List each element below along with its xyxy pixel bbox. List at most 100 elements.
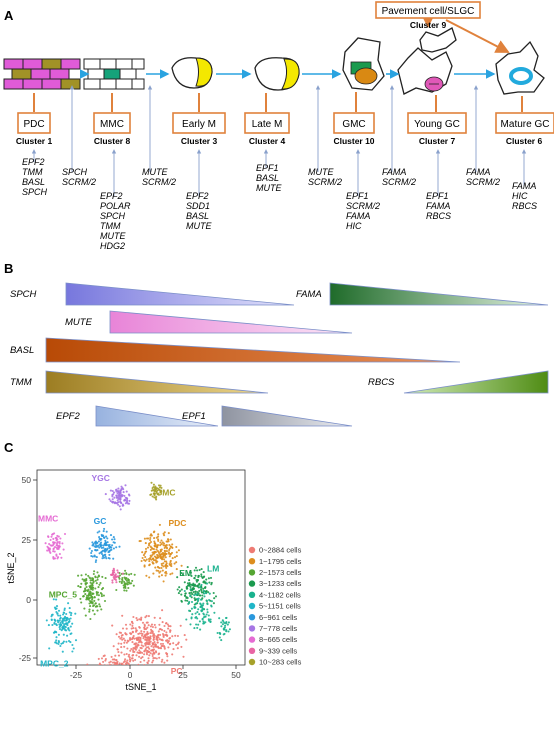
cell-point (90, 673, 92, 675)
cell-point (182, 655, 185, 658)
cell-point (113, 658, 116, 661)
cell-point (90, 549, 93, 553)
cluster-label-late-m: Cluster 4 (249, 136, 286, 146)
cell-point (52, 542, 55, 545)
cell-point (200, 573, 203, 576)
y-axis-label: tSNE_2 (6, 552, 16, 583)
cell-point (174, 634, 177, 637)
gene-label: FAMA (296, 289, 322, 300)
cell-point (85, 579, 88, 582)
cell-point (115, 633, 118, 636)
cell-point (114, 668, 116, 670)
cell-point (84, 614, 87, 617)
cell-point (59, 621, 62, 624)
expression-gradient-bar (95, 405, 219, 427)
cell-point (158, 623, 161, 626)
cell-point (166, 623, 169, 626)
cell-point (98, 603, 101, 606)
cell-point (126, 647, 129, 650)
cell-point (143, 537, 146, 540)
cell-point (142, 554, 145, 557)
cell-point (134, 646, 137, 649)
cell-point (93, 613, 96, 616)
cell-point (93, 570, 96, 573)
cell-point (111, 498, 114, 501)
cell-point (112, 536, 115, 539)
cell-point (111, 664, 114, 665)
cell-point (115, 661, 119, 664)
cell-point (131, 579, 134, 582)
cell-point (225, 622, 228, 625)
cell-point (152, 559, 156, 562)
cell-point (157, 538, 160, 541)
cell-point (99, 541, 103, 544)
gene-label: RBCS (368, 377, 395, 388)
cell-point (91, 577, 95, 580)
cell-point (133, 573, 136, 576)
cell-point (70, 612, 73, 615)
cell-point (158, 656, 161, 659)
cell-point (224, 624, 227, 627)
cell-point (151, 562, 155, 565)
cell-point (199, 586, 202, 589)
cell-point (150, 623, 154, 626)
cell-point (53, 621, 56, 624)
cell-point (139, 539, 142, 543)
expression-gradients: SPCH FAMA MUTE BASL TMM RBCS EPF2 EPF1 (10, 282, 549, 427)
cell-point (59, 617, 62, 620)
cell-point (186, 582, 189, 585)
cell-point (169, 545, 172, 548)
cell-point (170, 565, 173, 568)
cell-point (113, 496, 116, 499)
gene-name: HDG2 (100, 241, 125, 251)
cell-point (61, 650, 64, 653)
cell-point (100, 552, 104, 556)
cell-point (94, 576, 97, 579)
cell-point (163, 554, 167, 557)
cell-point (144, 542, 147, 545)
cell-point (121, 579, 124, 582)
cell-point (208, 592, 211, 595)
cell-point (117, 571, 120, 574)
cell-point (159, 570, 162, 573)
cell-point (104, 577, 107, 580)
cell-point (109, 534, 113, 537)
cell-point (186, 587, 189, 590)
cell-point (152, 548, 155, 551)
cell-point (165, 572, 168, 575)
cell-point (168, 547, 171, 550)
cell-point (98, 530, 101, 533)
cell-point (187, 584, 190, 587)
cell-point (151, 670, 153, 672)
cell-point (159, 647, 163, 650)
cell-point (159, 490, 162, 493)
cell-point (147, 615, 150, 618)
cell-point (119, 668, 121, 670)
cell-point (125, 497, 128, 500)
cell-point (65, 612, 68, 616)
cell-point (113, 576, 116, 579)
cell-point (61, 542, 64, 545)
gene-name: BASL (186, 211, 209, 221)
cell-point (50, 544, 53, 547)
cell-point (121, 627, 125, 630)
cell-point (188, 609, 191, 612)
cell-point (55, 598, 58, 601)
cell-point (92, 542, 95, 545)
cell-point (90, 601, 93, 604)
cell-point (48, 542, 51, 546)
cluster-labels: Cluster 1 Cluster 8 Cluster 3 Cluster 4 … (16, 20, 543, 146)
cluster-label: LM (207, 563, 219, 573)
cell-point (135, 617, 138, 620)
cell-point (136, 644, 139, 648)
cell-point (132, 649, 135, 652)
cell-point (155, 490, 158, 493)
cell-point (94, 579, 97, 582)
cell-point (202, 620, 205, 623)
cell-point (126, 499, 129, 502)
cell-point (124, 672, 126, 674)
cell-point (165, 633, 168, 636)
cell-point (172, 642, 175, 645)
cell-point (118, 580, 121, 583)
cell-point (162, 558, 166, 561)
